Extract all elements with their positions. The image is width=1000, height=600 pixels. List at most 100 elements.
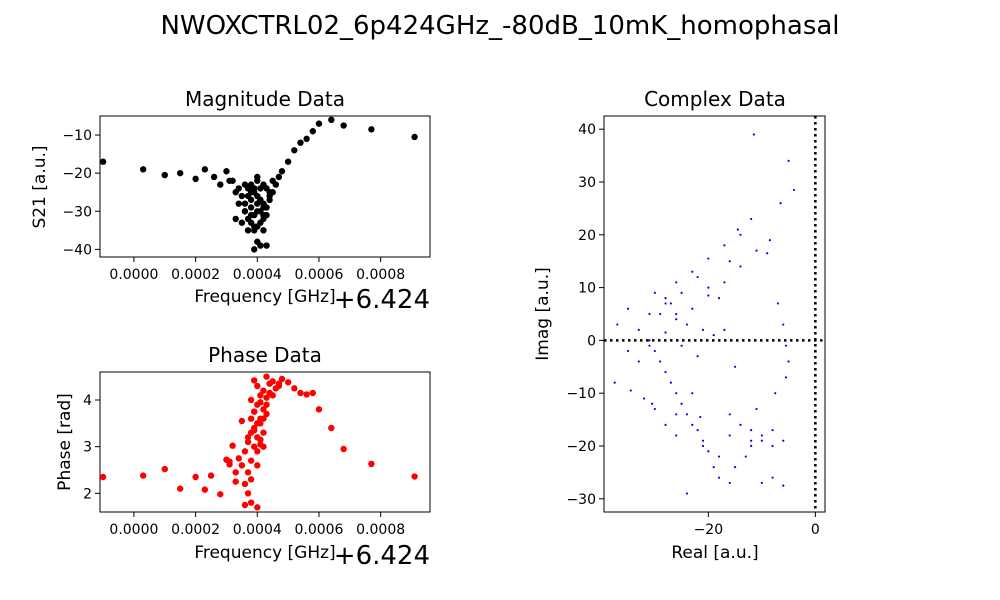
complex-point — [760, 439, 763, 442]
magnitude-y-tick-label: −30 — [62, 204, 92, 220]
complex-point — [637, 328, 640, 331]
complex-point — [712, 466, 715, 469]
magnitude-point — [257, 242, 264, 249]
magnitude-point — [269, 177, 276, 184]
complex-point — [659, 312, 662, 316]
magnitude-point — [297, 139, 304, 146]
magnitude-point — [161, 171, 168, 179]
magnitude-point — [411, 133, 418, 141]
complex-point — [696, 355, 699, 358]
magnitude-x-tick-label: 0.0008 — [356, 267, 405, 283]
complex-point — [750, 444, 753, 448]
complex-point — [675, 434, 678, 437]
complex-plot: Complex Data −20 0 −30 −20 −10 0 10 20 30 40 Rea… — [533, 87, 826, 563]
complex-y-axis: −30 −20 −10 0 10 20 30 40 — [566, 122, 604, 508]
complex-point — [637, 360, 640, 363]
magnitude-point — [99, 158, 107, 165]
magnitude-point — [232, 215, 239, 223]
phase-point — [328, 424, 335, 432]
phase-point — [244, 490, 252, 497]
complex-point — [685, 323, 689, 326]
complex-point — [664, 302, 667, 305]
phase-x-tick-label: 0.0002 — [171, 522, 220, 538]
complex-x-tick-label: −20 — [694, 522, 724, 538]
magnitude-point — [247, 181, 255, 188]
complex-point — [755, 407, 758, 411]
magnitude-point — [260, 227, 267, 234]
complex-point — [739, 265, 742, 268]
phase-point — [291, 385, 298, 392]
complex-point — [691, 423, 694, 426]
magnitude-point — [368, 126, 375, 133]
magnitude-point — [254, 173, 261, 181]
phase-y-tick-label: 4 — [83, 393, 92, 409]
magnitude-point — [210, 173, 218, 181]
complex-point — [771, 429, 774, 432]
phase-point — [232, 478, 239, 485]
magnitude-x-tick-label: 0.0002 — [171, 267, 220, 283]
complex-point — [701, 444, 705, 448]
complex-data-series — [613, 133, 796, 495]
phase-point — [247, 476, 255, 483]
complex-x-axis-label: Real [a.u.] — [671, 543, 758, 563]
phase-point — [260, 406, 267, 413]
magnitude-point — [328, 116, 335, 124]
complex-point — [750, 429, 753, 432]
magnitude-point — [241, 181, 249, 188]
magnitude-x-tick-label: 0.0000 — [109, 267, 158, 283]
complex-y-tick-label: 40 — [578, 122, 596, 138]
phase-x-axis-label: Frequency [GHz] — [194, 543, 335, 563]
complex-point — [787, 360, 790, 363]
complex-point — [648, 312, 651, 316]
magnitude-data-series — [99, 116, 418, 253]
complex-point — [728, 481, 731, 485]
phase-point — [238, 462, 246, 469]
complex-point — [750, 217, 753, 221]
complex-point — [669, 302, 672, 305]
complex-point — [664, 297, 667, 300]
phase-point — [201, 486, 209, 493]
phase-point — [257, 420, 264, 427]
complex-point — [626, 349, 630, 353]
magnitude-point — [315, 120, 323, 127]
complex-plot-frame — [603, 115, 826, 513]
phase-point — [340, 445, 347, 453]
phase-point — [99, 473, 107, 481]
phase-point — [263, 394, 270, 401]
magnitude-point — [309, 128, 317, 135]
complex-point — [752, 133, 755, 136]
magnitude-y-tick-label: −10 — [62, 128, 92, 144]
complex-point — [717, 297, 721, 300]
phase-point — [254, 504, 261, 511]
phase-point — [254, 448, 261, 455]
complex-point — [664, 370, 667, 374]
complex-point — [723, 328, 726, 331]
magnitude-point — [251, 246, 258, 253]
magnitude-point — [238, 192, 246, 200]
magnitude-plot-title: Magnitude Data — [185, 87, 345, 111]
complex-point — [734, 466, 737, 469]
phase-x-tick-label: 0.0000 — [109, 522, 158, 538]
phase-point — [263, 373, 270, 380]
complex-point — [768, 238, 771, 242]
phase-y-axis-label: Phase [rad] — [55, 393, 75, 491]
complex-point — [664, 423, 667, 426]
complex-point — [696, 429, 699, 432]
phase-point — [235, 455, 242, 462]
phase-point — [251, 427, 258, 434]
complex-point — [760, 481, 763, 485]
complex-point — [643, 397, 646, 400]
complex-point — [675, 281, 678, 284]
magnitude-point — [247, 189, 255, 196]
phase-point — [241, 448, 249, 455]
phase-point — [192, 473, 199, 481]
complex-point — [707, 286, 710, 289]
magnitude-point — [278, 168, 286, 175]
phase-point — [257, 399, 264, 406]
complex-point — [685, 413, 689, 416]
magnitude-x-axis: 0.0000 0.0002 0.0004 0.0006 0.0008 — [109, 257, 405, 283]
complex-point — [701, 328, 705, 331]
magnitude-point — [266, 189, 273, 196]
phase-point — [411, 473, 418, 480]
complex-point — [736, 228, 739, 231]
